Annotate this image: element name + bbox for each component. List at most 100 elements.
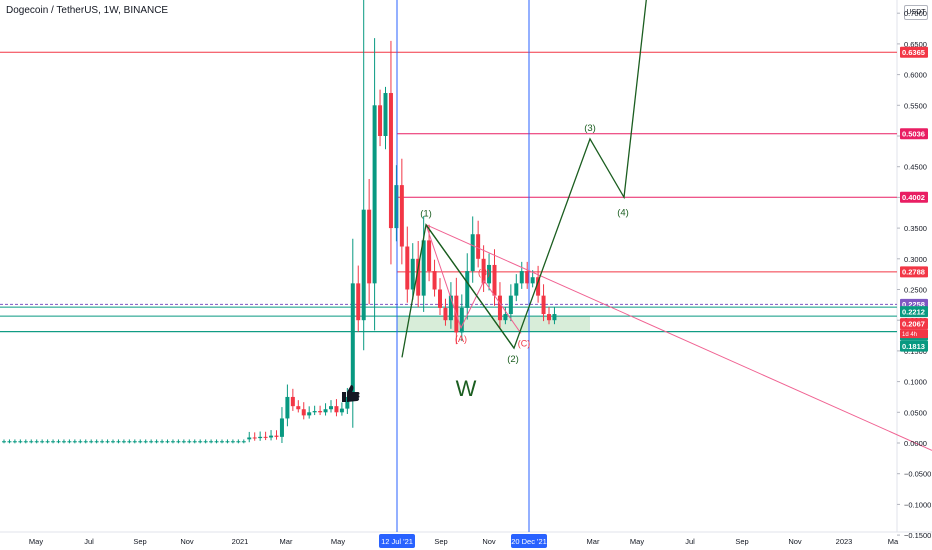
- candle-body: [230, 441, 235, 443]
- price-tick-label: 0.6500: [904, 40, 927, 49]
- candle-body: [236, 441, 241, 443]
- time-tick-label: Nov: [788, 537, 802, 546]
- candle-body: [405, 246, 410, 290]
- time-tick-label: May: [29, 537, 43, 546]
- currency-unit-button[interactable]: USDT: [904, 5, 928, 20]
- candle-body: [220, 441, 224, 443]
- price-level-badge: [900, 191, 928, 203]
- time-tick-label: Sep: [434, 537, 447, 546]
- price-tick-label: −0.0500: [904, 470, 931, 479]
- price-level-badge: [900, 128, 928, 140]
- candle-body: [438, 289, 442, 308]
- candle-body: [508, 295, 513, 315]
- candle-body: [192, 441, 197, 443]
- candle-body: [34, 441, 39, 443]
- price-tick-label: 0.6000: [904, 71, 927, 80]
- candle-body: [394, 185, 399, 229]
- candle-body: [329, 406, 333, 410]
- candle-body: [536, 277, 541, 296]
- price-level-value: 0.5036: [902, 130, 925, 139]
- price-level-value: 0.2788: [902, 268, 925, 277]
- candle-body: [530, 277, 535, 284]
- candle-body: [296, 406, 301, 410]
- candle-body: [285, 396, 290, 419]
- candle-body: [372, 105, 377, 284]
- date-highlight-badge: [511, 534, 547, 548]
- candle-body: [448, 295, 453, 321]
- candle-body: [547, 314, 551, 321]
- candle-body: [525, 271, 530, 284]
- date-highlight-label: 20 Dec '21: [511, 537, 547, 546]
- candle-body: [399, 185, 404, 247]
- candle-body: [45, 441, 50, 443]
- candle-body: [170, 441, 175, 443]
- candle-body: [72, 441, 77, 443]
- thumbs-up-icon: [342, 385, 360, 402]
- candle-body: [198, 441, 203, 443]
- candle-body: [378, 105, 383, 136]
- candle-body: [29, 441, 34, 443]
- time-tick-label: Sep: [735, 537, 748, 546]
- candle-body: [361, 209, 366, 321]
- candle-body: [225, 441, 230, 443]
- candle-body: [51, 441, 56, 443]
- thumbs-up-hand: [347, 385, 360, 402]
- price-tick-label: 0.7000: [904, 9, 927, 18]
- descending-trendline: [425, 224, 932, 451]
- candle-body: [263, 436, 268, 438]
- thumbs-up-cuff: [342, 392, 346, 402]
- candle-body: [307, 412, 312, 416]
- candle-body: [160, 441, 165, 443]
- price-tick-label: 0.0500: [904, 408, 927, 417]
- candle-body: [470, 234, 475, 272]
- candle-body: [143, 441, 148, 443]
- time-tick-label: Jul: [685, 537, 695, 546]
- price-level-value: 0.4002: [902, 193, 925, 202]
- candle-body: [154, 441, 159, 443]
- candle-body: [127, 441, 132, 443]
- candle-body: [410, 258, 415, 290]
- countdown-label: 1d 4h: [902, 332, 917, 338]
- candle-body: [541, 295, 546, 315]
- price-tick-label: 0.4500: [904, 163, 927, 172]
- candle-body: [209, 441, 214, 443]
- candle-body: [487, 264, 492, 284]
- candle-body: [519, 271, 524, 284]
- candle-body: [427, 240, 432, 272]
- time-tick-label: May: [331, 537, 345, 546]
- candle-body: [12, 441, 17, 443]
- time-tick-label: 2023: [836, 537, 853, 546]
- wave-label: (2): [507, 354, 519, 365]
- candle-body: [269, 435, 274, 438]
- pattern-label: W: [456, 376, 477, 401]
- price-level-value: 0.2212: [902, 307, 925, 316]
- grid: [0, 0, 932, 533]
- candle-body: [383, 93, 388, 136]
- time-axis: May Jul Sep Nov 2021 Mar May Sep Nov Mar May Jul Sep…: [29, 534, 899, 548]
- price-tick-label: −0.1500: [904, 531, 931, 540]
- price-level-badge: [900, 266, 928, 278]
- candle-body: [503, 314, 508, 321]
- candle-body: [214, 441, 219, 443]
- candle-body: [252, 437, 257, 439]
- candle-body: [132, 441, 137, 443]
- candle-body: [443, 307, 448, 321]
- price-level-badge: [900, 318, 928, 330]
- candle-body: [121, 441, 126, 443]
- candle-body: [181, 441, 186, 443]
- candle-body: [514, 283, 519, 296]
- candle-body: [149, 441, 154, 443]
- candle-body: [241, 441, 246, 443]
- impulse-wave-path: [401, 0, 647, 358]
- candle-body: [165, 441, 170, 443]
- price-level-badge: [900, 306, 928, 318]
- candle-body: [111, 441, 115, 443]
- candle-body: [56, 441, 61, 443]
- candle-body: [187, 441, 192, 443]
- price-level-value: 0.2067: [902, 319, 925, 328]
- candle-body: [83, 441, 88, 443]
- price-tick-label: 0.3500: [904, 224, 927, 233]
- wave-label: (3): [584, 123, 596, 134]
- candle-body: [350, 283, 355, 397]
